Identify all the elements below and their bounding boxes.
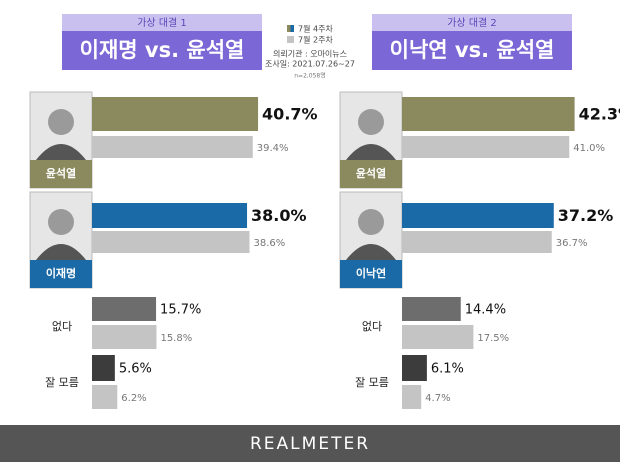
- value-label: 36.7%: [556, 238, 588, 249]
- bar: [92, 325, 157, 349]
- bar: [402, 325, 474, 349]
- subtitle: 가상 대결 2: [447, 17, 497, 29]
- bar: [92, 355, 115, 381]
- value-label: 40.7%: [262, 105, 318, 124]
- title-box: [372, 31, 572, 70]
- name-strip: [30, 160, 92, 188]
- name-strip: [30, 260, 92, 288]
- photo-body: [346, 244, 396, 260]
- title-box: [62, 31, 262, 70]
- photo-head: [358, 109, 384, 135]
- legend-label: 7월 2주차: [298, 35, 333, 45]
- value-label: 17.5%: [477, 333, 509, 344]
- bar: [402, 355, 427, 381]
- value-label: 14.4%: [465, 303, 506, 318]
- bar: [402, 231, 552, 253]
- subtitle: 가상 대결 1: [137, 17, 187, 29]
- sample-size: n=2,058명: [294, 72, 326, 80]
- value-label: 6.2%: [121, 393, 146, 404]
- bar: [92, 297, 157, 321]
- category-label: 윤석열: [46, 166, 76, 180]
- legend-swatch: [287, 36, 294, 43]
- legend-swatch: [287, 25, 291, 32]
- value-label: 5.6%: [119, 362, 152, 377]
- client: 의뢰기관 : 오마이뉴스: [273, 49, 347, 59]
- bar: [92, 231, 250, 253]
- bar: [92, 136, 253, 158]
- category-label: 없다: [362, 320, 382, 333]
- bar: [92, 203, 248, 228]
- value-label: 15.7%: [160, 303, 201, 318]
- bar: [402, 297, 461, 321]
- name-strip: [340, 160, 402, 188]
- footer-logo: REALMETER: [250, 434, 370, 454]
- photo-body: [346, 144, 396, 160]
- title-tab: [62, 14, 262, 31]
- category-label: 잘 모름: [355, 376, 389, 389]
- category-label: 없다: [52, 320, 72, 333]
- legend-label: 7월 4주차: [298, 24, 333, 34]
- value-label: 42.3%: [579, 105, 620, 124]
- title: 이낙연 vs. 윤석열: [390, 38, 555, 62]
- photo-body: [36, 244, 86, 260]
- category-label: 이재명: [46, 266, 76, 280]
- value-label: 15.8%: [160, 333, 192, 344]
- value-label: 4.7%: [425, 393, 450, 404]
- bar: [402, 136, 570, 158]
- category-label: 이낙연: [356, 266, 386, 280]
- value-label: 6.1%: [431, 362, 464, 377]
- bar: [402, 97, 575, 131]
- title: 이재명 vs. 윤석열: [80, 38, 245, 62]
- photo-head: [48, 109, 74, 135]
- footer-band: [0, 425, 620, 462]
- value-label: 41.0%: [573, 143, 605, 154]
- bar: [402, 385, 422, 409]
- legend-swatch: [290, 25, 294, 32]
- bar: [92, 97, 259, 131]
- photo-body: [36, 144, 86, 160]
- category-label: 잘 모름: [45, 376, 79, 389]
- title-tab: [372, 14, 572, 31]
- value-label: 39.4%: [257, 143, 289, 154]
- photo-head: [48, 209, 74, 235]
- photo-head: [358, 209, 384, 235]
- category-label: 윤석열: [356, 166, 386, 180]
- bar: [402, 203, 554, 228]
- name-strip: [340, 260, 402, 288]
- survey-date: 조사일: 2021.07.26~27: [265, 60, 355, 69]
- bar: [92, 385, 118, 409]
- value-label: 38.6%: [253, 238, 285, 249]
- value-label: 38.0%: [251, 206, 307, 225]
- value-label: 37.2%: [558, 206, 614, 225]
